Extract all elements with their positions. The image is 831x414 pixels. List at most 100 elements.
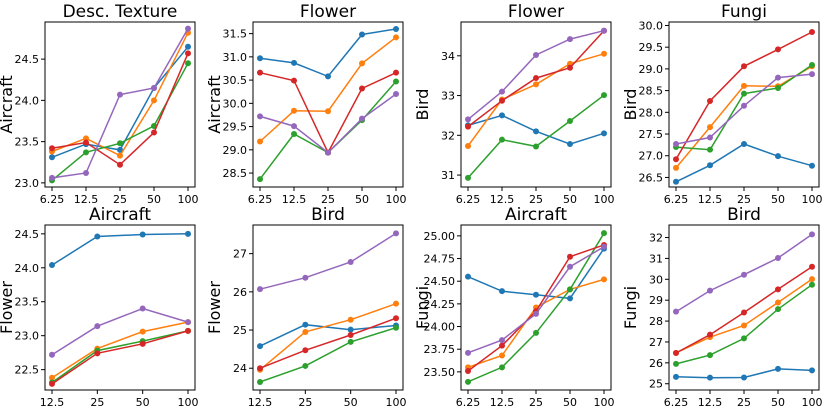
data-point-purple [741,271,747,278]
data-point-green [499,364,505,371]
data-point-purple [257,286,263,293]
data-point-blue [707,162,713,169]
series-line-purple [467,29,605,120]
data-point-orange [393,300,399,307]
axes-frame [252,224,404,391]
data-point-green [393,324,399,331]
x-tick-label: 25 [113,193,127,206]
data-point-green [393,78,399,85]
data-point-orange [741,82,747,89]
x-tick-label: 12.5 [490,193,515,206]
y-tick-label: 28.0 [639,106,664,119]
data-point-green [741,335,747,342]
data-point-blue [185,230,191,237]
data-point-green [775,85,781,91]
data-point-green [185,60,191,67]
data-point-red [809,263,815,270]
data-point-purple [185,319,191,326]
data-point-purple [673,141,679,148]
series-line-green [467,94,605,179]
y-tick-label: 24 [233,362,247,375]
data-point-red [185,327,191,334]
data-point-orange [673,164,679,171]
y-tick-label: 33 [441,90,455,103]
y-tick-label: 30.0 [639,19,664,32]
y-tick-label: 32 [441,129,455,142]
data-point-blue [347,326,354,333]
y-tick-label: 31 [441,169,455,182]
data-point-red [809,28,815,35]
y-tick-label: 28 [649,315,663,328]
axes-frame [668,224,820,391]
x-tick-label: 25 [298,396,312,409]
data-point-blue [809,367,815,374]
data-point-purple [673,308,679,315]
x-tick-label: 12.5 [698,396,723,409]
y-tick-label: 31.5 [223,28,248,41]
data-point-orange [601,276,607,283]
data-point-blue [741,141,747,148]
x-tick-label: 12.5 [282,193,307,206]
data-point-purple [601,243,607,250]
data-point-purple [49,351,55,358]
data-point-orange [809,276,815,283]
data-point-blue [257,55,263,62]
data-point-green [673,360,679,367]
data-point-orange [347,316,354,323]
data-point-red [393,69,399,76]
data-point-purple [83,169,89,176]
data-point-red [465,367,471,374]
x-tick-label: 25 [321,193,335,206]
data-point-orange [775,299,781,306]
y-tick-label: 28.5 [639,85,664,98]
data-point-red [302,347,309,354]
data-point-orange [302,328,309,335]
y-tick-label: 27 [233,248,247,261]
data-point-blue [49,262,55,269]
data-point-orange [117,152,123,159]
x-tick-label: 12.5 [698,193,723,206]
series-line-red [51,330,189,385]
series-line-blue [51,233,189,266]
x-tick-label: 6.25 [664,193,689,206]
y-tick-label: 25 [233,324,247,337]
data-point-orange [49,374,55,381]
data-point-orange [741,322,747,329]
data-point-purple [707,287,713,294]
data-point-blue [499,288,505,295]
data-point-red [151,129,157,136]
data-point-green [809,61,815,68]
data-point-red [673,350,679,357]
y-tick-label: 26 [649,357,663,370]
y-tick-label: 23.5 [15,136,40,149]
y-axis-label: Fungi [621,286,640,329]
data-point-orange [393,34,399,41]
y-axis-label: Fungi [413,286,432,329]
data-point-orange [83,135,89,142]
y-tick-label: 24.0 [15,94,40,107]
y-tick-label: 25 [649,378,663,391]
data-point-purple [117,91,123,98]
data-point-orange [707,124,713,131]
data-point-purple [533,52,539,58]
data-point-blue [499,112,505,119]
x-tick-label: 50 [136,396,150,409]
data-point-orange [465,143,471,150]
series-line-purple [467,246,605,354]
data-point-red [393,315,399,322]
panel-title: Desc. Texture [63,2,178,22]
panel-title: Bird [727,205,761,225]
panel-title: Aircraft [505,205,567,225]
y-tick-label: 27 [649,336,663,349]
chart-panel-1: Desc. Texture Aircraft 6.25 12.5 25 50 100 23.0… [0,2,199,206]
data-point-purple [325,149,331,156]
data-point-purple [393,230,399,237]
data-point-orange [151,97,157,104]
panel-title: Fungi [721,2,767,22]
x-tick-label: 25 [529,396,543,409]
data-point-purple [359,115,365,122]
data-point-blue [673,178,679,185]
data-point-purple [775,74,781,81]
x-tick-label: 50 [771,193,785,206]
chart-panel-3: Flower Bird 6.25 12.5 25 50 100 31 32 33 34 [413,2,615,206]
